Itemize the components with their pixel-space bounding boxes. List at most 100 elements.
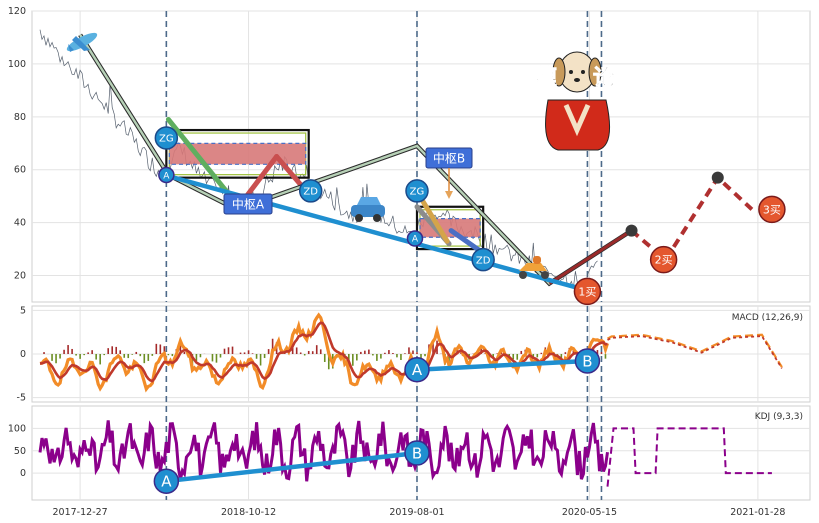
kdj-tick-label: 50 <box>14 446 26 457</box>
x-tick-label: 2018-10-12 <box>221 507 276 518</box>
macd-bar <box>59 354 61 359</box>
eye <box>581 70 585 74</box>
zhongshu-a-callout-label: 中枢A <box>232 197 265 212</box>
macd-bar <box>215 354 218 363</box>
signal-marker <box>405 179 429 203</box>
car-body <box>351 205 385 217</box>
macd-bar <box>496 353 498 354</box>
macd-bar <box>283 353 286 354</box>
macd-bar <box>560 354 563 359</box>
macd-bar <box>95 354 97 360</box>
kdj-tick-label: 100 <box>8 423 26 434</box>
x-tick-label: 2021-01-28 <box>730 507 785 518</box>
price-tick-label: 80 <box>14 112 26 123</box>
signal-marker-label: A <box>412 235 419 245</box>
scooter-body <box>519 263 547 271</box>
airplane-icon <box>66 32 98 52</box>
macd-bar <box>99 354 101 365</box>
macd-bar <box>348 354 350 364</box>
segment-stroke <box>420 199 450 244</box>
car-icon <box>351 197 385 222</box>
macd-bar <box>400 354 402 361</box>
macd-bar <box>396 354 398 358</box>
car-wheel <box>355 214 363 222</box>
signal-marker <box>154 126 179 150</box>
segment-stroke <box>448 228 484 255</box>
kdj-line <box>38 420 609 482</box>
airplane-tail <box>68 44 74 52</box>
x-axis: 2017-12-27 2018-10-12 2019-08-01 2020-05-15… <box>53 507 786 518</box>
macd-tick-label: 0 <box>20 349 26 360</box>
macd-bar <box>163 346 166 354</box>
macd-bar <box>448 354 450 364</box>
kdj-marker-label: A <box>161 473 172 491</box>
macd-bar <box>360 351 362 354</box>
macd-bar <box>123 354 126 358</box>
macd-bar <box>600 351 603 354</box>
kdj-marker <box>153 468 180 494</box>
kdj-projection-line <box>606 427 772 487</box>
segment-stroke <box>165 117 235 202</box>
macd-projection-dif <box>607 333 783 368</box>
macd-bar <box>536 354 539 358</box>
macd-bar <box>91 350 93 354</box>
zhongshu-b-callout-arrowhead <box>445 191 453 199</box>
macd-bar <box>532 354 535 359</box>
kdj-marker <box>404 440 430 466</box>
signal-marker-label: ZG <box>159 134 174 145</box>
hands <box>563 103 591 137</box>
macd-bar <box>139 354 142 357</box>
car-roof <box>357 197 381 205</box>
kdj-marker-label: B <box>412 444 422 462</box>
macd-bar <box>596 350 599 354</box>
macd-bar <box>380 354 382 359</box>
zhongshu-b-callout-label: 中枢B <box>433 151 465 166</box>
macd-tick-label: 5 <box>20 305 26 316</box>
macd-bar <box>255 354 258 359</box>
macd-bar <box>263 354 266 359</box>
eye <box>569 70 573 74</box>
macd-bar <box>151 354 154 356</box>
macd-bar <box>512 354 515 360</box>
price-tick-label: 120 <box>8 6 26 17</box>
buy-marker <box>758 195 786 224</box>
decor-title-char: 缠 <box>535 65 557 91</box>
macd-bar <box>183 351 186 354</box>
x-tick-label: 2020-05-15 <box>562 507 617 518</box>
macd-bar <box>352 354 354 366</box>
macd-bar <box>167 354 170 356</box>
projection-line <box>630 174 754 263</box>
zhongshu-box <box>415 205 485 251</box>
macd-bar <box>79 354 81 359</box>
macd-bar <box>540 352 543 354</box>
macd-bar <box>564 352 567 354</box>
macd-bar <box>211 354 214 362</box>
macd-bar <box>408 347 410 354</box>
macd-bar <box>87 352 89 354</box>
signal-marker <box>298 179 323 203</box>
kdj-divergence-line <box>164 450 420 484</box>
price-panel: 20 40 60 80 100 120 A ZG ZD A ZG ZD 1买 2买 3买 中枢A 中枢B 缠 论 <box>8 6 811 306</box>
macd-bar <box>55 354 57 364</box>
macd-legend: MACD (12,26,9) <box>732 313 803 323</box>
signal-marker <box>158 166 175 184</box>
macd-bar <box>516 354 519 360</box>
zhongshu-box <box>165 128 310 179</box>
price-tick-label: 20 <box>14 271 26 282</box>
macd-bar <box>259 354 262 366</box>
macd-bar <box>135 351 138 354</box>
macd-bar <box>388 350 390 354</box>
macd-bar <box>231 346 234 354</box>
macd-bar <box>115 346 118 354</box>
macd-bar <box>412 350 414 354</box>
macd-bar <box>223 348 226 354</box>
macd-bar <box>424 354 426 357</box>
macd-bar <box>195 354 198 361</box>
macd-bar <box>392 353 394 354</box>
macd-panel: 5 0 -5 A B MACD (12,26,9) <box>17 305 811 404</box>
macd-bar <box>311 351 314 354</box>
price-panel-frame <box>31 10 811 303</box>
macd-bar <box>131 354 134 355</box>
macd-bar <box>484 353 486 354</box>
